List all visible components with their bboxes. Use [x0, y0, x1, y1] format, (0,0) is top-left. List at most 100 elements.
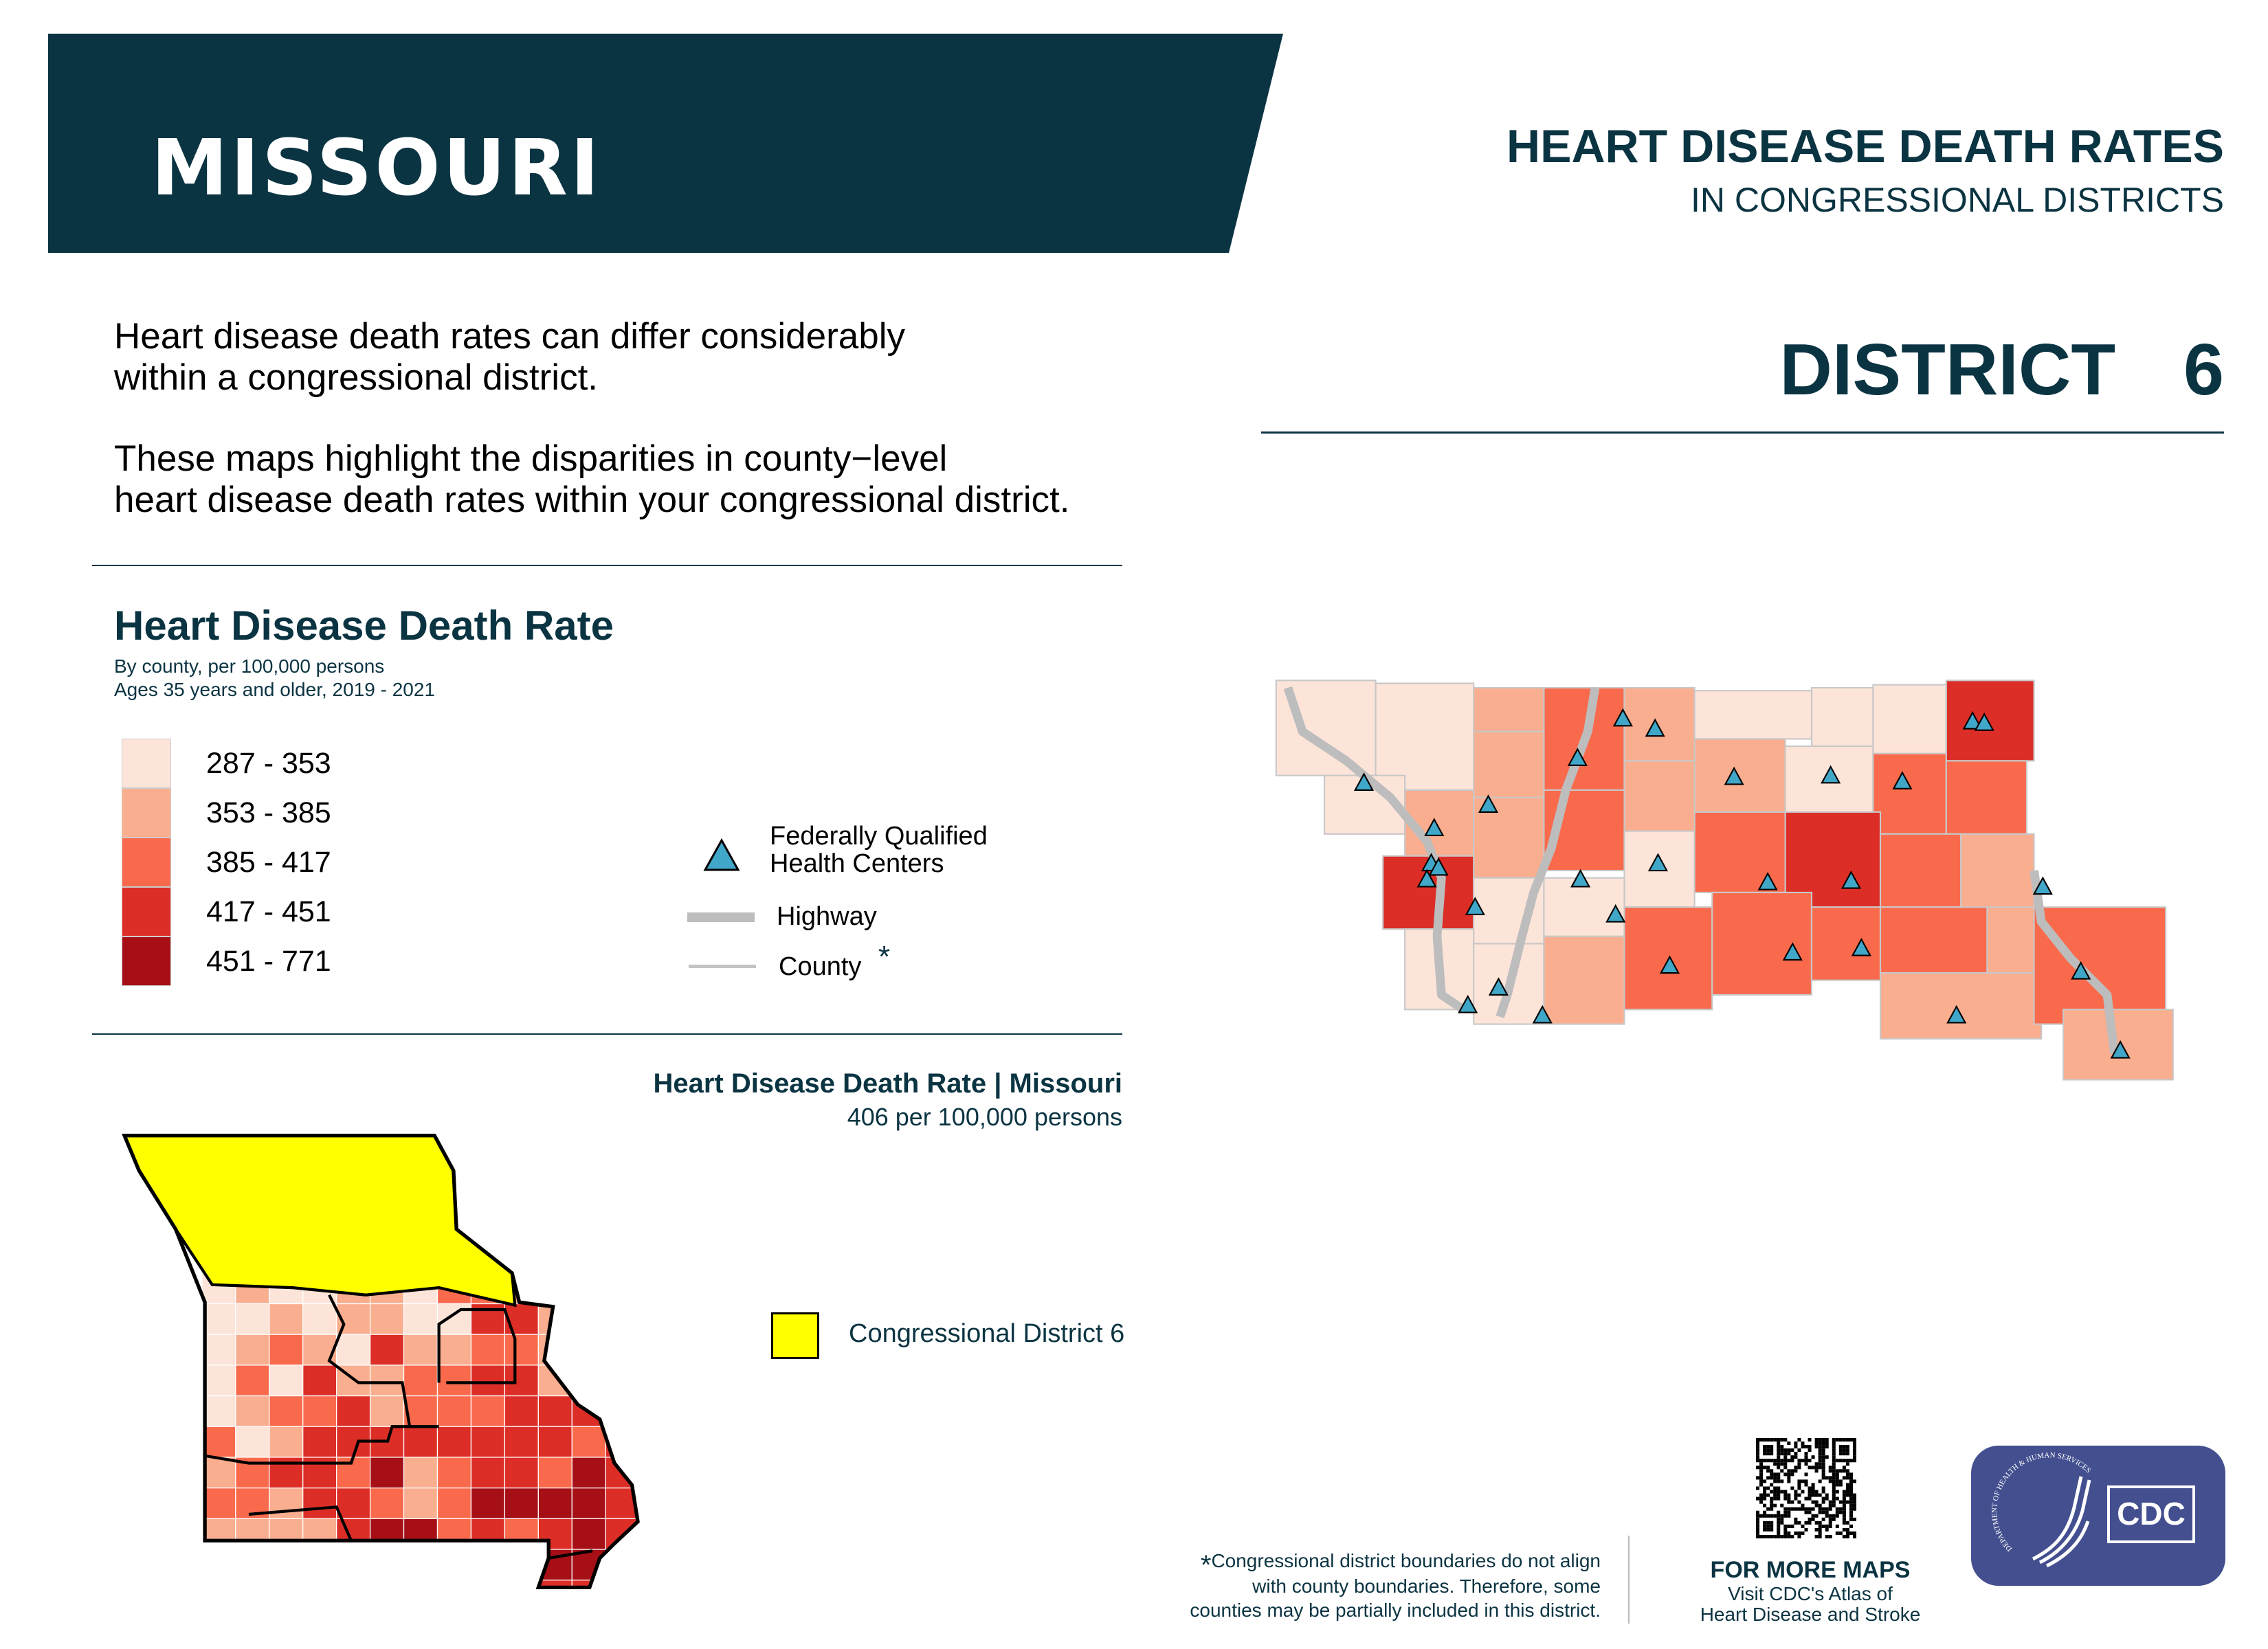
county [336, 1488, 371, 1519]
county [201, 1549, 236, 1581]
fqhc-marker [1946, 1005, 1967, 1024]
fqhc-marker [1892, 771, 1913, 789]
county [537, 1426, 572, 1458]
county [269, 1395, 304, 1427]
fqhc-marker [1428, 857, 1449, 876]
county [436, 1395, 472, 1427]
footnote-text: Congressional district boundaries do not… [1211, 1550, 1601, 1571]
fqhc-marker [1757, 872, 1778, 890]
county [1711, 891, 1813, 996]
fqhc-marker [1782, 942, 1803, 961]
county [269, 1549, 304, 1581]
county [336, 1518, 371, 1550]
county [436, 1549, 472, 1581]
legend-fqhc-label: Federally Qualified [770, 822, 988, 851]
fqhc-marker [1645, 718, 1665, 737]
county [504, 1457, 539, 1489]
county [1872, 752, 1947, 835]
county [470, 1580, 506, 1588]
county [403, 1457, 438, 1489]
county [235, 1518, 270, 1550]
fqhc-marker [1488, 977, 1509, 996]
county [436, 1365, 472, 1397]
county [436, 1518, 472, 1550]
county [201, 1488, 236, 1519]
fqhc-marker [1647, 853, 1669, 872]
district-legend-swatch [771, 1312, 819, 1359]
fqhc-marker [2032, 876, 2053, 895]
fqhc-marker [1570, 868, 1591, 888]
county [605, 1334, 638, 1366]
fqhc-marker [1532, 1005, 1553, 1024]
county [201, 1334, 236, 1366]
county [639, 1396, 644, 1427]
county [302, 1488, 337, 1519]
county [1473, 686, 1545, 732]
county [504, 1426, 539, 1458]
intro-paragraph-1: Heart disease death rates can differ con… [114, 316, 905, 399]
footnote: *Congressional district boundaries do no… [1201, 1550, 1601, 1581]
qr-code[interactable] [1756, 1438, 1856, 1538]
page-subtitle: IN CONGRESSIONAL DISTRICTS [1690, 181, 2224, 219]
fqhc-marker [1974, 713, 1994, 731]
county [201, 1518, 236, 1550]
fqhc-marker [1458, 994, 1478, 1013]
county [235, 1365, 270, 1397]
county [504, 1365, 539, 1397]
county [436, 1580, 472, 1588]
county [470, 1395, 506, 1427]
fqhc-marker [1841, 870, 1862, 889]
highways [1283, 686, 2119, 1054]
county [639, 1334, 644, 1365]
fqhc-marker [1962, 710, 1983, 730]
county [269, 1334, 304, 1366]
county [571, 1426, 606, 1458]
legend-title: Heart Disease Death Rate [114, 603, 614, 649]
county [369, 1334, 405, 1366]
legend-subtitle: Ages 35 years and older, 2019 - 2021 [114, 679, 436, 700]
county [1810, 686, 1874, 748]
more-maps-link[interactable]: Visit CDC's Atlas of [1728, 1583, 1893, 1604]
state-name: MISSOURI [151, 124, 602, 213]
county [1872, 684, 1947, 754]
county [201, 1426, 236, 1458]
county [403, 1365, 438, 1397]
county [571, 1518, 606, 1550]
legend-swatch [122, 887, 171, 936]
county [571, 1303, 606, 1335]
county [1986, 906, 2043, 981]
county [639, 1273, 644, 1304]
more-maps-title: FOR MORE MAPS [1710, 1557, 1911, 1583]
county [1543, 877, 1625, 937]
county [201, 1303, 236, 1335]
county [470, 1334, 506, 1366]
county [537, 1457, 572, 1489]
county [201, 1580, 236, 1588]
county [235, 1426, 270, 1458]
legend-swatch [122, 788, 171, 838]
county [2033, 906, 2167, 1025]
fqhc-marker [2071, 961, 2091, 980]
county [1623, 760, 1696, 832]
county [1879, 972, 2043, 1040]
fqhc-marker [2110, 1040, 2131, 1059]
county [1879, 833, 1962, 908]
county [436, 1457, 472, 1489]
hhs-eagle-icon [2032, 1476, 2091, 1568]
county [1945, 680, 2035, 762]
county [1693, 690, 1813, 740]
more-maps-link[interactable]: Heart Disease and Stroke [1700, 1604, 1921, 1625]
county [235, 1303, 270, 1335]
county [1623, 686, 1696, 762]
legend-swatch [122, 936, 171, 986]
county [369, 1303, 405, 1335]
county [269, 1365, 304, 1397]
county [436, 1426, 472, 1458]
state-rate-title: Heart Disease Death Rate | Missouri [653, 1068, 1122, 1099]
county [336, 1549, 371, 1581]
county [605, 1365, 638, 1397]
legend-label: 385 - 417 [206, 846, 331, 879]
county [605, 1395, 638, 1427]
county [605, 1272, 638, 1305]
county [1945, 760, 2027, 835]
